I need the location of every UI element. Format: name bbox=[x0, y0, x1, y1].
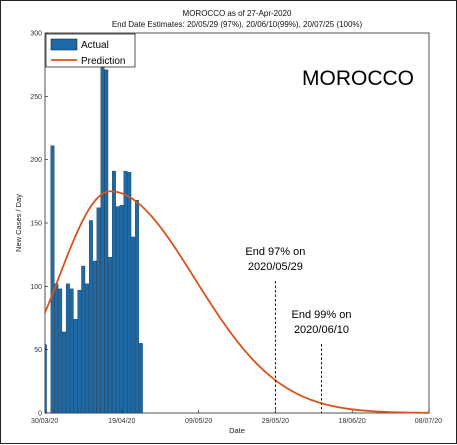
y-tick-label: 0 bbox=[38, 411, 42, 418]
legend-actual-label: Actual bbox=[81, 40, 109, 51]
legend-actual-swatch bbox=[50, 38, 78, 51]
x-axis-ticks: 30/03/20 19/04/20 09/05/20 29/05/20 18/06/20… bbox=[31, 410, 442, 425]
actual-bar bbox=[131, 236, 136, 414]
actual-bar bbox=[92, 260, 97, 414]
legend-prediction-label: Prediction bbox=[81, 56, 125, 67]
actual-bars bbox=[44, 58, 143, 414]
x-tick-label: 19/04/20 bbox=[108, 418, 135, 425]
chart-subtitle: End Date Estimates: 20/05/29 (97%), 20/0… bbox=[112, 20, 363, 29]
actual-bar bbox=[65, 283, 70, 414]
actual-bar bbox=[88, 220, 93, 414]
end-date-annotation: End 99% on bbox=[292, 309, 352, 321]
actual-bar bbox=[50, 145, 55, 414]
actual-bar bbox=[69, 288, 74, 414]
x-tick-label: 18/06/20 bbox=[339, 418, 366, 425]
actual-bar bbox=[135, 200, 139, 414]
x-tick-label: 08/07/20 bbox=[415, 418, 442, 425]
end-date-annotation: 2020/06/10 bbox=[294, 324, 349, 336]
y-tick-label: 50 bbox=[34, 347, 42, 354]
y-tick-label: 250 bbox=[30, 94, 42, 101]
actual-bar bbox=[127, 172, 132, 414]
end-date-annotation: 2020/05/29 bbox=[248, 261, 303, 273]
y-axis-ticks: 0 50 100 150 200 250 300 bbox=[30, 31, 48, 418]
prediction-line bbox=[44, 190, 430, 414]
country-label: MOROCCO bbox=[302, 67, 414, 90]
x-axis-label: Date bbox=[229, 426, 245, 435]
actual-bar bbox=[112, 170, 116, 414]
actual-bar bbox=[44, 344, 47, 414]
actual-bar bbox=[85, 283, 89, 414]
y-tick-label: 200 bbox=[30, 157, 42, 164]
x-tick-label: 30/03/20 bbox=[31, 418, 58, 425]
actual-bar bbox=[54, 283, 59, 414]
x-tick-label: 09/05/20 bbox=[185, 418, 212, 425]
y-tick-label: 300 bbox=[30, 31, 42, 38]
x-tick-label: 29/05/20 bbox=[262, 418, 289, 425]
actual-bar bbox=[62, 331, 66, 414]
y-tick-label: 150 bbox=[30, 221, 42, 228]
actual-bar bbox=[96, 207, 101, 414]
y-axis-label: New Cases / Day bbox=[14, 194, 23, 252]
actual-bar bbox=[108, 257, 113, 414]
end-date-annotation: End 97% on bbox=[245, 246, 305, 258]
actual-bar bbox=[77, 289, 82, 414]
legend: Actual Prediction bbox=[45, 33, 136, 68]
y-tick-label: 100 bbox=[30, 284, 42, 291]
actual-bar bbox=[119, 205, 124, 414]
actual-bar bbox=[104, 69, 109, 414]
actual-bar bbox=[58, 288, 63, 414]
chart-title: MOROCCO as of 27-Apr-2020 bbox=[183, 9, 292, 18]
actual-bar bbox=[115, 206, 120, 414]
actual-bar bbox=[138, 343, 143, 414]
actual-bar bbox=[81, 265, 86, 414]
actual-bar bbox=[123, 170, 128, 414]
actual-bar bbox=[100, 58, 105, 414]
end-date-markers: End 97% on 2020/05/29 End 99% on 2020/06/10 bbox=[245, 246, 351, 413]
actual-bar bbox=[73, 319, 78, 414]
